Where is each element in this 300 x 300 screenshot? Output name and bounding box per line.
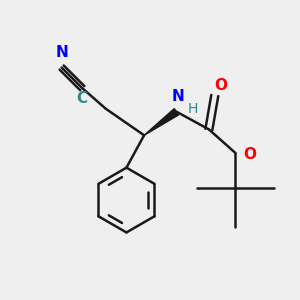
Text: C: C [77,91,88,106]
Text: N: N [172,89,184,104]
Text: O: O [243,147,256,162]
Text: O: O [214,78,227,93]
Text: H: H [188,102,198,116]
Polygon shape [144,109,179,135]
Text: N: N [55,45,68,60]
